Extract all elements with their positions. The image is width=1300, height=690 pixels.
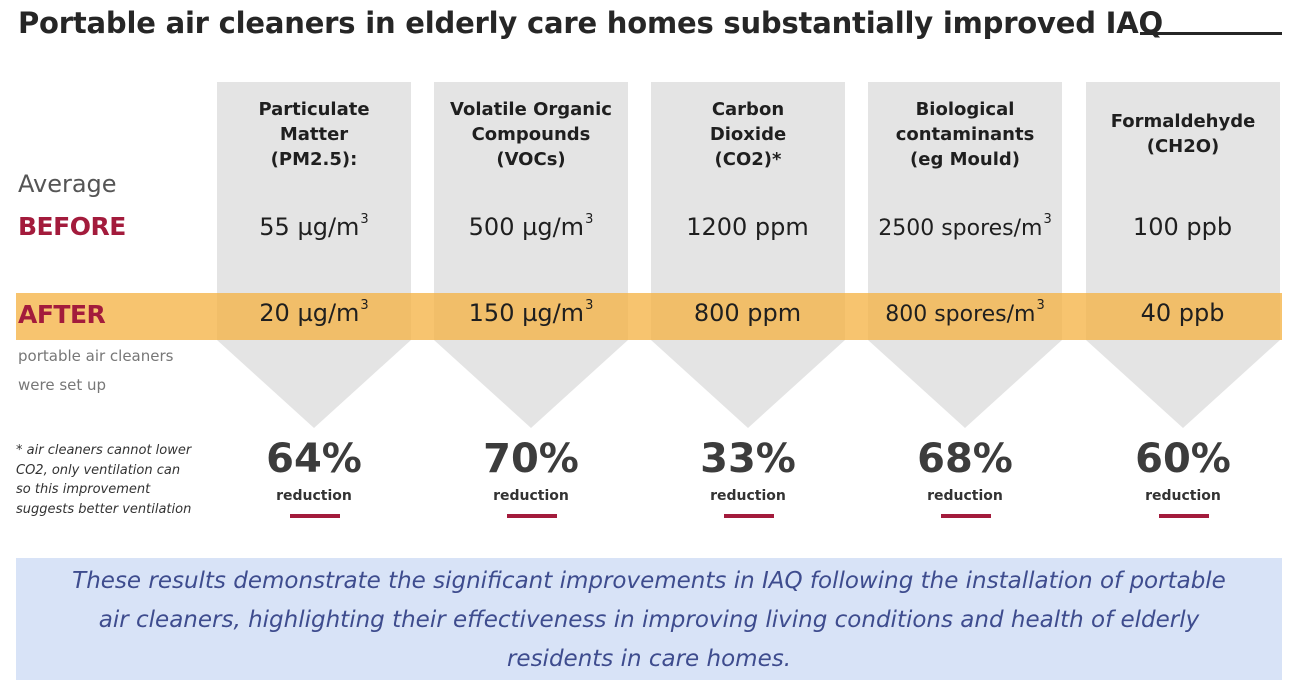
reduction-percent-vocs: 70% [483,436,579,482]
column-heading-ch2o: Formaldehyde (CH2O) [1110,111,1256,157]
row-label-average: Average [18,170,117,198]
reduction-percent-ch2o: 60% [1135,436,1231,482]
reduction-label-pm25: reduction [276,488,352,504]
column-heading-vocs: Volatile Organic Compounds (VOCs) [450,98,612,170]
column-heading-mould: Biological contaminants (eg Mould) [895,98,1035,170]
arrow-shape-mould [868,82,1062,428]
row-label-before: BEFORE [18,212,126,241]
reduction-label-mould: reduction [927,488,1003,504]
arrow-shape-vocs [434,82,628,428]
after-value-ch2o: 40 ppb [1140,299,1225,327]
reduction-percent-co2: 33% [700,436,796,482]
conclusion-box: These results demonstrate the significan… [16,558,1282,680]
before-value-vocs: 500 µg/m3 [468,212,594,241]
reduction-underline-vocs [507,514,557,518]
reduction-label-ch2o: reduction [1145,488,1221,504]
reduction-percent-pm25: 64% [266,436,362,482]
row-label-after: AFTER [18,300,106,329]
reduction-underline-mould [941,514,991,518]
column-heading-pm25: Particulate Matter (PM2.5): [258,98,370,170]
reduction-label-vocs: reduction [493,488,569,504]
after-value-pm25: 20 µg/m3 [259,298,369,327]
reduction-underline-pm25 [290,514,340,518]
before-value-mould: 2500 spores/m3 [878,212,1052,241]
arrow-shape-co2 [651,82,845,428]
after-highlight-band [16,293,1282,340]
after-value-vocs: 150 µg/m3 [468,298,594,327]
column-heading-co2: Carbon Dioxide (CO2)* [709,98,787,170]
arrow-shape-pm25 [217,82,411,428]
reduction-percent-mould: 68% [917,436,1013,482]
reduction-underline-co2 [724,514,774,518]
reduction-underline-ch2o [1159,514,1209,518]
before-value-ch2o: 100 ppb [1132,213,1233,241]
after-value-mould: 800 spores/m3 [885,298,1045,327]
before-value-pm25: 55 µg/m3 [259,212,369,241]
title-rule [1140,32,1282,35]
reduction-label-co2: reduction [710,488,786,504]
co2-footnote: * air cleaners cannot lower CO2, only ve… [16,443,192,517]
after-value-co2: 800 ppm [693,299,802,327]
arrow-shape-ch2o [1086,82,1280,428]
conclusion-text: These results demonstrate the significan… [72,568,1226,672]
before-value-co2: 1200 ppm [686,213,809,241]
after-note: portable air cleaners were set up [18,347,174,394]
page-title: Portable air cleaners in elderly care ho… [18,6,1163,40]
